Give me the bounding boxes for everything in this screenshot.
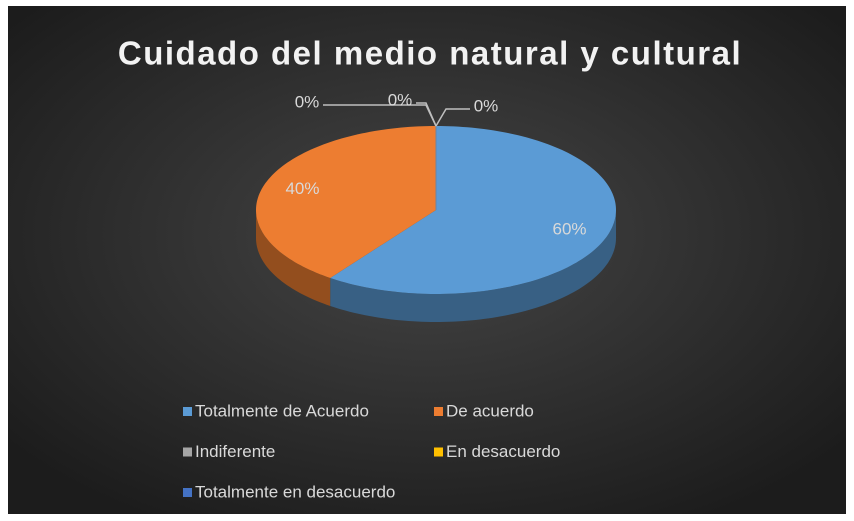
pie-slice (330, 126, 616, 294)
pie-side (256, 210, 331, 306)
leader-line (435, 108, 470, 127)
data-label: 40% (285, 179, 319, 198)
legend-label: Totalmente de Acuerdo (195, 401, 369, 420)
legend-label: En desacuerdo (446, 442, 560, 461)
data-label: 0% (388, 90, 413, 109)
legend-swatch (183, 447, 192, 457)
legend-label: Totalmente en desacuerdo (195, 482, 395, 501)
legend-swatch (183, 488, 192, 497)
chart-title: Cuidado del medio natural y cultural (118, 35, 742, 72)
data-label: 0% (295, 92, 320, 111)
leader-line (416, 102, 437, 127)
pie-slice (256, 126, 436, 278)
legend-label: Indiferente (195, 442, 275, 461)
data-label: 60% (553, 220, 587, 239)
legend-swatch (434, 407, 443, 416)
data-label: 0% (474, 96, 499, 115)
legend-label: De acuerdo (446, 401, 534, 420)
legend-swatch (183, 407, 192, 416)
legend-swatch (434, 447, 443, 457)
pie-side (330, 210, 616, 322)
